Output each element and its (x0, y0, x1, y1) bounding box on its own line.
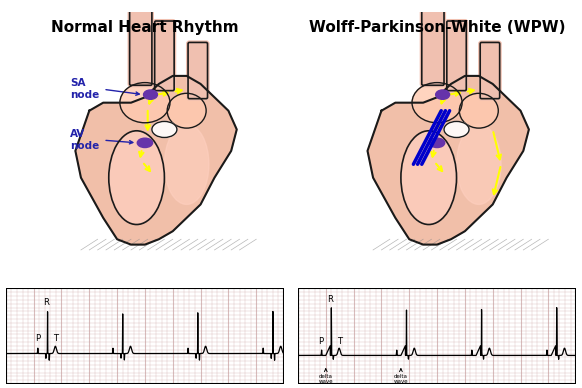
FancyBboxPatch shape (420, 1, 445, 87)
Text: Wolff-Parkinson-White (WPW): Wolff-Parkinson-White (WPW) (309, 20, 565, 35)
Ellipse shape (144, 90, 158, 99)
Text: R: R (327, 295, 333, 304)
Ellipse shape (456, 124, 501, 204)
Text: T: T (336, 337, 342, 346)
Ellipse shape (164, 124, 209, 204)
FancyBboxPatch shape (128, 1, 153, 87)
Text: P: P (35, 334, 40, 343)
Ellipse shape (167, 93, 206, 128)
Ellipse shape (412, 83, 462, 123)
Text: SA
node: SA node (70, 78, 99, 100)
Text: AV
node: AV node (70, 129, 99, 151)
Text: delta
wave: delta wave (393, 374, 408, 385)
FancyBboxPatch shape (479, 41, 501, 100)
Ellipse shape (430, 138, 445, 147)
FancyBboxPatch shape (187, 41, 209, 100)
FancyBboxPatch shape (153, 20, 176, 92)
Text: Normal Heart Rhythm: Normal Heart Rhythm (51, 20, 239, 35)
Ellipse shape (459, 93, 498, 128)
Ellipse shape (401, 131, 456, 225)
Text: R: R (43, 298, 49, 307)
Text: T: T (53, 334, 58, 343)
FancyBboxPatch shape (445, 20, 468, 92)
Ellipse shape (444, 121, 469, 137)
Ellipse shape (152, 121, 177, 137)
Ellipse shape (109, 131, 164, 225)
Ellipse shape (120, 83, 170, 123)
Text: delta
wave: delta wave (318, 374, 333, 385)
Polygon shape (367, 76, 529, 244)
Polygon shape (76, 76, 237, 244)
Text: P: P (318, 337, 324, 346)
Ellipse shape (137, 138, 152, 147)
Ellipse shape (436, 90, 449, 99)
